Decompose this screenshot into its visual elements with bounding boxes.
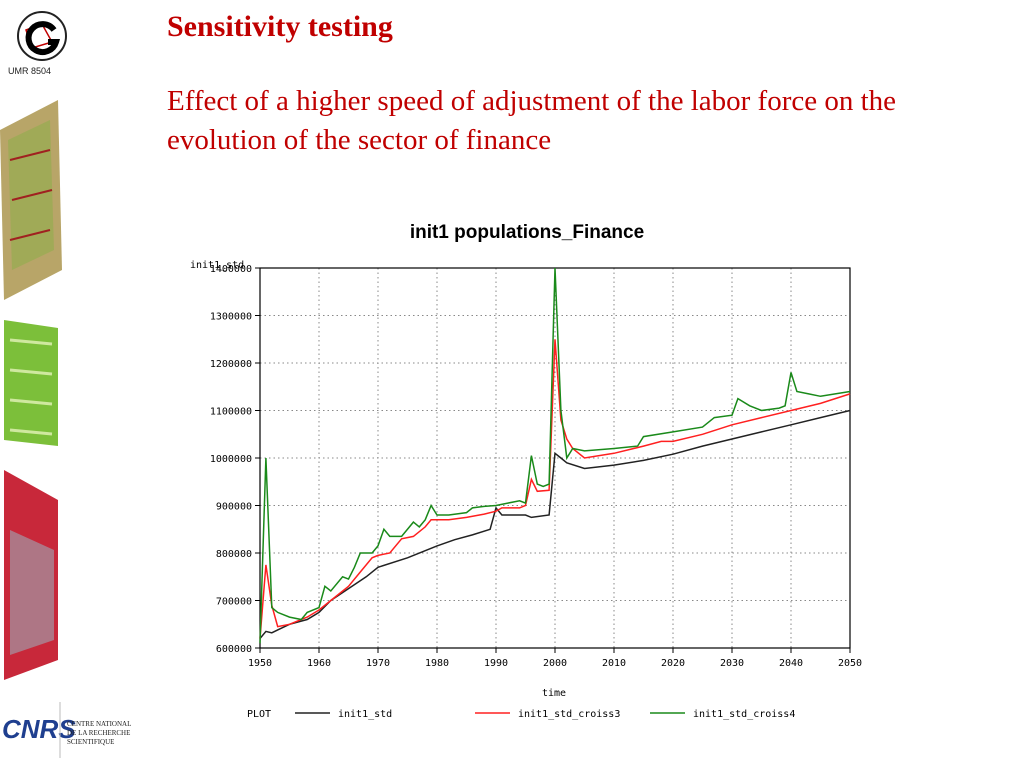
series-group (259, 267, 851, 644)
x-tick-label: 2050 (838, 658, 862, 669)
geographie-cites-logo: UMR 8504 (8, 11, 67, 76)
x-tick-label: 1980 (425, 658, 449, 669)
legend-plot-label: PLOT (247, 709, 271, 720)
series-line-init1_std_croiss3 (259, 339, 851, 639)
y-tick-label: 600000 (216, 644, 252, 655)
legend-label-init1_std_croiss3: init1_std_croiss3 (518, 709, 620, 720)
x-tick-label: 1970 (366, 658, 390, 669)
series-line-init1_std (259, 409, 851, 639)
cnrs-line-1: CENTRE NATIONAL (67, 720, 132, 728)
cnrs-logo-text: CNRS (2, 714, 76, 744)
x-tick-label: 1950 (248, 658, 272, 669)
x-tick-label: 2020 (661, 658, 685, 669)
axes: 1950 1960 1970 1980 1990 2000 2010 2020 2030 2040… (210, 264, 862, 669)
y-tick-label: 1200000 (210, 359, 252, 370)
cnrs-caption: CENTRE NATIONAL DE LA RECHERCHE SCIENTIF… (67, 720, 131, 747)
legend-label-init1_std_croiss4: init1_std_croiss4 (693, 709, 795, 720)
cnrs-logo: CNRS (2, 702, 76, 758)
y-tick-label: 1400000 (210, 264, 252, 275)
x-tick-label: 1960 (307, 658, 331, 669)
legend: PLOT init1_std init1_std_croiss3 init1_std_… (247, 709, 795, 720)
cnrs-line-3: SCIENTIFIQUE (67, 738, 115, 746)
map-strip-parchment (0, 100, 62, 300)
y-tick-label: 1100000 (210, 407, 252, 418)
x-tick-label: 2000 (543, 658, 567, 669)
y-tick-label: 900000 (216, 502, 252, 513)
y-tick-label: 700000 (216, 597, 252, 608)
y-tick-label: 1300000 (210, 312, 252, 323)
y-axis-label: init1_std (190, 260, 244, 271)
series-line-init1_std_croiss4 (259, 267, 851, 644)
chart-title: init1 populations_Finance (410, 222, 644, 243)
slide-title: Sensitivity testing (167, 10, 393, 43)
y-tick-label: 800000 (216, 549, 252, 560)
x-axis-label: time (542, 688, 566, 699)
map-strip-urban (4, 470, 58, 680)
cnrs-line-2: DE LA RECHERCHE (67, 729, 131, 737)
slide-subtitle: Effect of a higher speed of adjustment o… (167, 85, 897, 156)
map-strip-fields (4, 320, 58, 446)
finance-line-chart: init1 populations_Finance init1_std 1950… (190, 222, 862, 720)
legend-label-init1_std: init1_std (338, 709, 392, 720)
x-tick-label: 2040 (779, 658, 803, 669)
x-tick-label: 1990 (484, 658, 508, 669)
y-tick-label: 1000000 (210, 454, 252, 465)
x-tick-label: 2030 (720, 658, 744, 669)
x-tick-label: 2010 (602, 658, 626, 669)
logo-code: UMR 8504 (8, 66, 51, 76)
